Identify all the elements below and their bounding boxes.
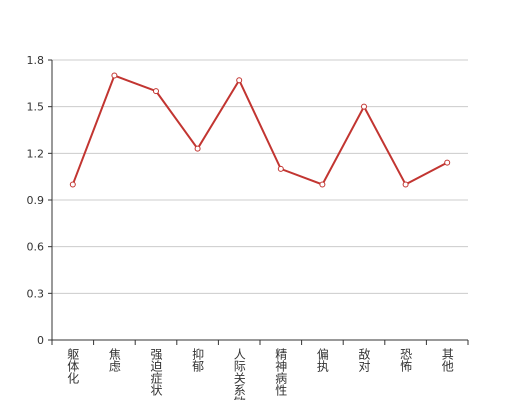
point: [236, 77, 243, 84]
point: [277, 165, 284, 172]
x-tick-label: 其他: [440, 348, 454, 372]
point: [111, 72, 118, 79]
line: [71, 74, 448, 186]
x-tick-label: 人际关系敏感: [232, 348, 246, 400]
x-tick-label: 恐怖: [399, 348, 413, 372]
point: [361, 103, 367, 110]
y-tick-label: 0.9: [27, 194, 45, 207]
x-tick-label: 精神病性: [274, 348, 288, 397]
y-tick-label: 1.5: [27, 101, 45, 114]
point: [402, 181, 409, 188]
x-tick-label: 焦虑: [107, 348, 121, 372]
y-tick-label: 0.3: [27, 287, 45, 300]
x-tick-label: 偏执: [315, 347, 329, 373]
x-tick-label: 强迫症状: [149, 348, 163, 396]
point: [69, 181, 76, 188]
y-tick-label: 1.8: [27, 54, 45, 67]
point: [319, 181, 326, 188]
point: [153, 88, 159, 95]
y-tick-label: 0: [37, 334, 44, 347]
x-tick-label: 敌对: [357, 347, 371, 372]
x-tick-label: 抑郁: [191, 347, 205, 373]
y-tick-label: 0.6: [27, 241, 45, 254]
x-tick-label: 躯体化: [66, 347, 80, 385]
y-tick-label: 1.2: [27, 147, 45, 160]
point: [444, 159, 451, 166]
point: [194, 145, 201, 152]
